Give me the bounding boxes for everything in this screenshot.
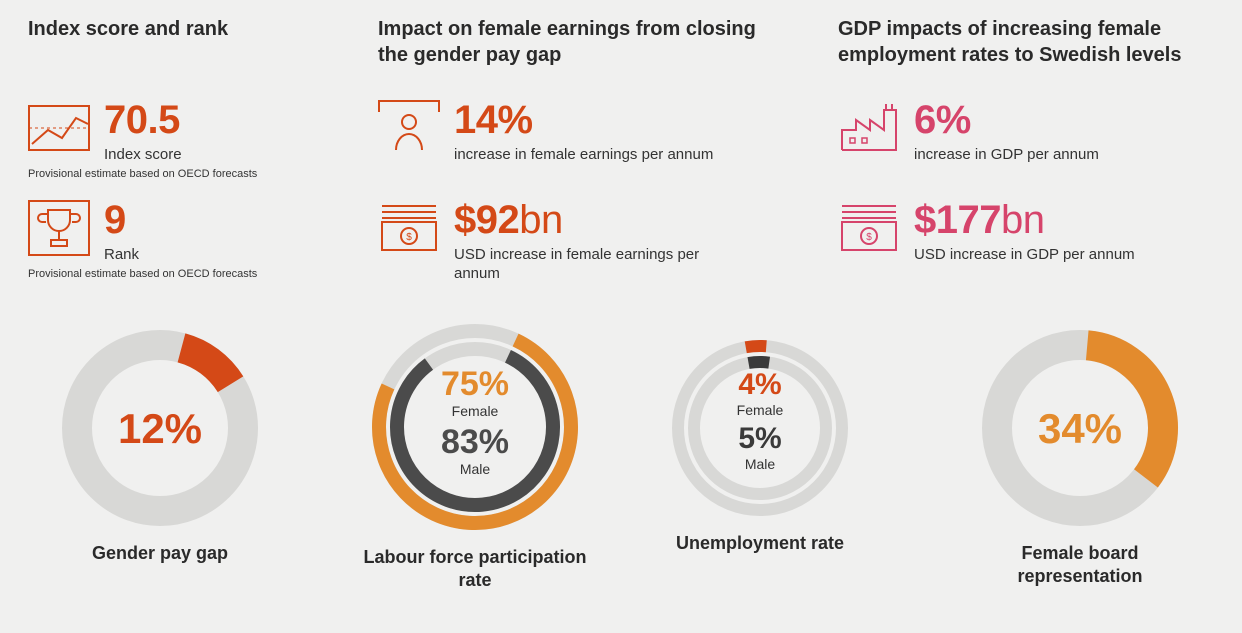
cash-stack-icon: $	[378, 200, 440, 256]
index-score-footnote: Provisional estimate based on OECD forec…	[28, 168, 257, 180]
stat-rank: 9 Rank	[28, 200, 139, 265]
un-female-value: 4%	[738, 370, 781, 400]
br-value: 34%	[1038, 408, 1122, 450]
un-caption: Unemployment rate	[655, 532, 865, 555]
lf-male-label: Male	[460, 461, 490, 477]
un-male-label: Male	[745, 456, 775, 472]
lf-female-label: Female	[452, 403, 499, 419]
infographic-root: Index score and rank Impact on female ea…	[0, 0, 1242, 633]
lf-female-value: 75%	[441, 367, 509, 401]
col1-title: Index score and rank	[28, 16, 328, 42]
un-male-value: 5%	[738, 424, 781, 454]
lf-male-value: 83%	[441, 425, 509, 459]
earnings-pct-label: increase in female earnings per annum	[454, 146, 713, 165]
person-card-icon	[378, 100, 440, 156]
stat-gdp-pct: 6% increase in GDP per annum	[838, 100, 1099, 165]
gdp-usd-value: $177bn	[914, 200, 1135, 240]
trophy-icon	[28, 200, 90, 256]
donut-labour-force: 75% Female 83% Male Labour force partici…	[355, 322, 595, 591]
un-female-label: Female	[737, 402, 784, 418]
earnings-pct-value: 14%	[454, 100, 713, 140]
index-score-label: Index score	[104, 146, 182, 165]
cash-stack-pink-icon: $	[838, 200, 900, 256]
svg-text:$: $	[866, 232, 872, 243]
index-chart-icon	[28, 100, 90, 156]
donut-gender-pay-gap: 12% Gender pay gap	[50, 328, 270, 565]
gdp-usd-num: 177	[936, 198, 1001, 242]
earnings-usd-unit: bn	[519, 198, 563, 242]
rank-footnote: Provisional estimate based on OECD forec…	[28, 268, 257, 280]
donut-board-rep: 34% Female board representation	[960, 328, 1200, 587]
donut-unemployment: 4% Female 5% Male Unemployment rate	[655, 338, 865, 555]
earnings-usd-prefix: $	[454, 198, 476, 242]
gpg-caption: Gender pay gap	[50, 542, 270, 565]
lf-caption: Labour force participation rate	[355, 546, 595, 591]
stat-index-score: 70.5 Index score	[28, 100, 182, 165]
stat-earnings-usd: $ $92bn USD increase in female earnings …	[378, 200, 714, 284]
gdp-usd-unit: bn	[1001, 198, 1045, 242]
gdp-pct-value: 6%	[914, 100, 1099, 140]
rank-label: Rank	[104, 246, 139, 265]
gdp-usd-prefix: $	[914, 198, 936, 242]
col3-title: GDP impacts of increasing female employm…	[838, 16, 1228, 68]
rank-value: 9	[104, 200, 139, 240]
earnings-usd-value: $92bn	[454, 200, 714, 240]
col2-title: Impact on female earnings from closing t…	[378, 16, 758, 68]
stat-earnings-pct: 14% increase in female earnings per annu…	[378, 100, 713, 165]
gdp-usd-label: USD increase in GDP per annum	[914, 246, 1135, 265]
earnings-usd-label: USD increase in female earnings per annu…	[454, 246, 714, 284]
earnings-usd-num: 92	[476, 198, 520, 242]
index-score-value: 70.5	[104, 100, 182, 140]
factory-icon	[838, 100, 900, 156]
gdp-pct-label: increase in GDP per annum	[914, 146, 1099, 165]
gpg-value: 12%	[118, 408, 202, 450]
stat-gdp-usd: $ $177bn USD increase in GDP per annum	[838, 200, 1135, 265]
svg-text:$: $	[406, 232, 412, 243]
br-caption: Female board representation	[960, 542, 1200, 587]
